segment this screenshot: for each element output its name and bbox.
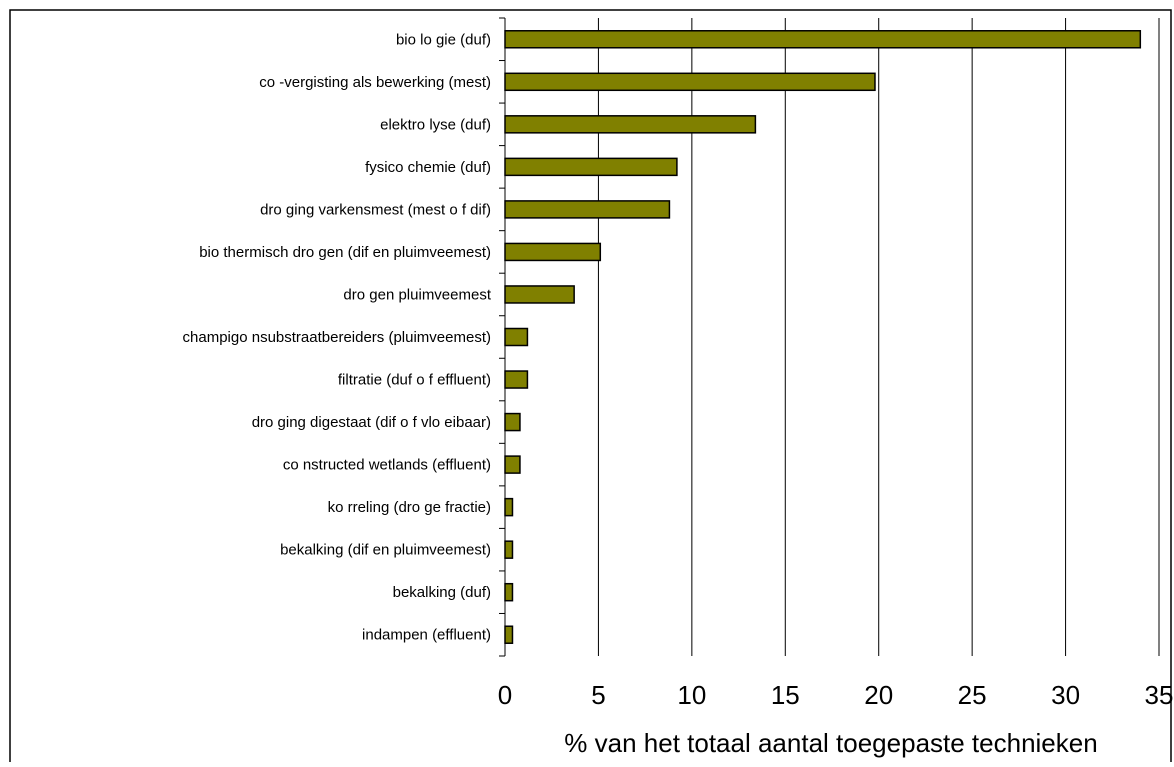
category-label: champigo nsubstraatbereiders (pluimveeme… xyxy=(183,329,491,346)
bar xyxy=(504,157,678,177)
x-tick-label: 0 xyxy=(498,680,512,710)
category-label: elektro lyse (duf) xyxy=(380,116,491,133)
category-label: co nstructed wetlands (effluent) xyxy=(283,457,491,474)
x-tick-labels: 0 5 10 15 20 25 30 35 xyxy=(498,680,1174,710)
x-tick-label: 10 xyxy=(677,680,706,710)
category-label: dro ging varkensmest (mest o f dif) xyxy=(260,201,491,218)
category-labels: bio lo gie (duf) co -vergisting als bewer… xyxy=(183,31,492,643)
x-tick-label: 30 xyxy=(1051,680,1080,710)
bar xyxy=(504,115,757,134)
category-label: bekalking (duf) xyxy=(393,584,491,601)
category-label: dro ging digestaat (dif o f vlo eibaar) xyxy=(252,414,491,431)
category-label: fysico chemie (duf) xyxy=(365,159,491,176)
category-label: filtratie (duf o f effluent) xyxy=(338,372,491,389)
bar xyxy=(504,30,1142,49)
category-label: dro gen pluimveemest xyxy=(343,286,491,303)
bar xyxy=(504,625,514,644)
x-tick-label: 5 xyxy=(591,680,605,710)
bar xyxy=(504,582,514,602)
x-tick-label: 20 xyxy=(864,680,893,710)
y-ticks xyxy=(499,17,505,657)
x-tick-label: 35 xyxy=(1145,680,1174,710)
bars xyxy=(504,30,1142,644)
category-label: bekalking (dif en pluimveemest) xyxy=(280,542,491,559)
chart-border xyxy=(9,9,1172,767)
category-label: bio thermisch dro gen (dif en pluimveeme… xyxy=(199,244,491,261)
category-label: ko rreling (dro ge fractie) xyxy=(328,499,491,516)
x-axis-title: % van het totaal aantal toegepaste techn… xyxy=(564,728,1097,758)
bar xyxy=(504,455,521,474)
x-tick-label: 25 xyxy=(958,680,987,710)
category-label: bio lo gie (duf) xyxy=(396,31,491,48)
bar xyxy=(504,72,876,92)
category-label: co -vergisting als bewerking (mest) xyxy=(259,74,491,91)
bar xyxy=(504,412,521,432)
bar xyxy=(504,540,514,559)
bar xyxy=(504,242,602,262)
bar xyxy=(504,497,514,517)
bar xyxy=(504,285,575,304)
x-tick-label: 15 xyxy=(771,680,800,710)
bar xyxy=(504,370,529,389)
bar xyxy=(504,327,529,347)
category-label: indampen (effluent) xyxy=(362,627,491,644)
bar xyxy=(504,200,671,219)
